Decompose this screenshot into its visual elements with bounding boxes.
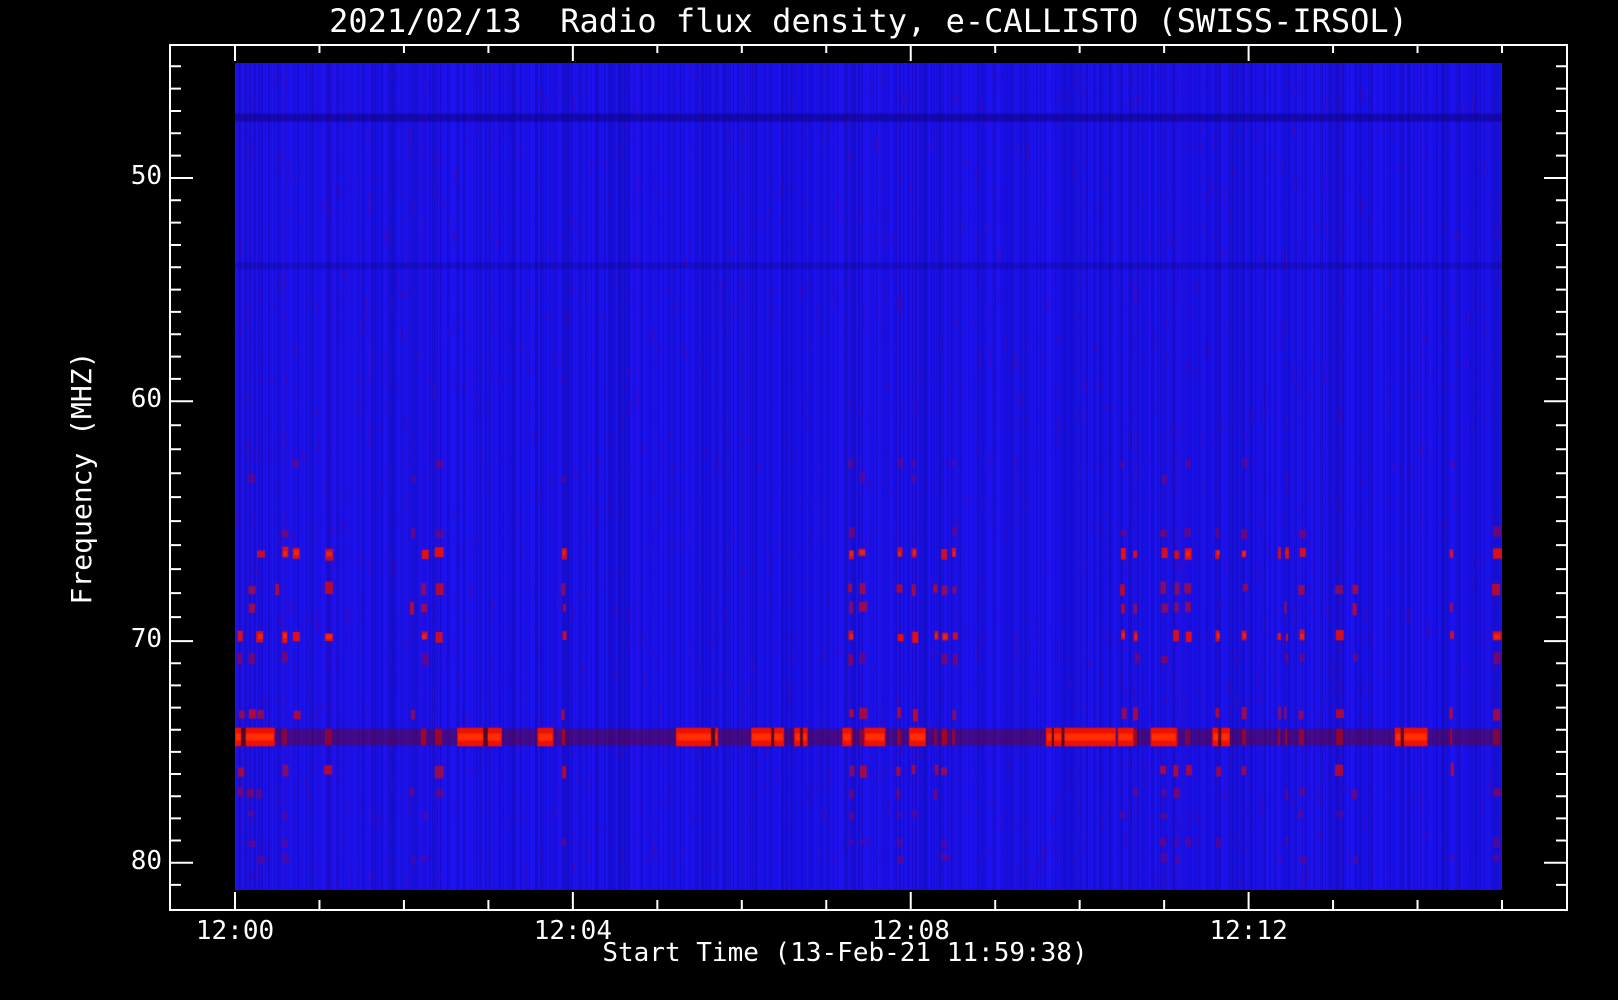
- x-axis-title: Start Time (13-Feb-21 11:59:38): [602, 938, 1088, 968]
- x-tick-label: 12:04: [533, 916, 612, 946]
- y-axis-title: Frequency (MHZ): [65, 351, 98, 605]
- y-tick-label: 50: [130, 160, 162, 191]
- y-tick-label: 70: [130, 624, 162, 655]
- y-tick-label: 60: [130, 384, 162, 415]
- spectrogram-image: [235, 63, 1502, 890]
- x-tick-label: 12:08: [871, 916, 950, 946]
- y-tick-label: 80: [130, 845, 162, 876]
- chart-title: 2021/02/13 Radio flux density, e-CALLIST…: [329, 2, 1408, 40]
- x-tick-label: 12:00: [195, 916, 275, 946]
- x-tick-label: 12:12: [1209, 916, 1288, 946]
